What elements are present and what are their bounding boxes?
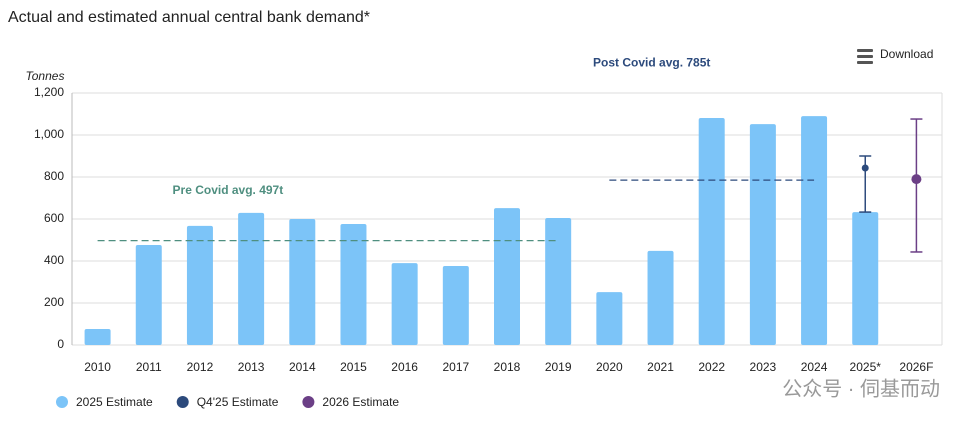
- menu-icon: [857, 55, 873, 58]
- bar: [186, 225, 213, 345]
- bar: [340, 224, 367, 345]
- bar: [494, 208, 520, 345]
- reference-label: Post Covid avg. 785t: [593, 55, 710, 69]
- download-label[interactable]: Download: [880, 47, 933, 61]
- bar: [545, 217, 572, 345]
- x-tick-label: 2019: [545, 360, 572, 374]
- legend-label: 2026 Estimate: [322, 395, 399, 409]
- y-tick-label: 800: [44, 169, 64, 183]
- menu-icon: [857, 61, 873, 64]
- chart-title: Actual and estimated annual central bank…: [8, 9, 370, 26]
- legend-marker: [176, 396, 189, 408]
- download-button[interactable]: Download: [857, 47, 933, 64]
- bar: [852, 212, 879, 345]
- point: [861, 164, 869, 172]
- x-tick-label: 2013: [238, 360, 265, 374]
- bar: [84, 329, 111, 345]
- x-tick-label: 2021: [647, 360, 674, 374]
- x-tick-label: 2026F: [899, 360, 933, 374]
- x-tick-label: 2012: [187, 360, 214, 374]
- point: [911, 174, 922, 185]
- x-tick-label: 2016: [391, 360, 418, 374]
- bar: [238, 212, 265, 345]
- y-tick-label: 600: [44, 211, 64, 225]
- bar: [698, 117, 725, 346]
- y-tick-label: 1,200: [34, 85, 64, 99]
- watermark: 公众号 · 伺基而动: [782, 377, 940, 400]
- bar: [135, 245, 162, 345]
- bar: [647, 250, 674, 345]
- x-tick-label: 2015: [340, 360, 367, 374]
- bar: [289, 219, 316, 345]
- legend-marker: [302, 396, 315, 408]
- x-tick-label: 2024: [801, 360, 828, 374]
- x-tick-label: 2014: [289, 360, 316, 374]
- x-tick-label: 2020: [596, 360, 623, 374]
- menu-icon: [857, 49, 873, 52]
- bar: [596, 292, 623, 345]
- y-tick-label: 400: [44, 253, 64, 267]
- y-axis-title: Tonnes: [26, 69, 65, 83]
- bar: [442, 266, 469, 345]
- x-tick-label: 2011: [136, 360, 162, 374]
- y-tick-label: 1,000: [34, 127, 64, 141]
- reference-label: Pre Covid avg. 497t: [173, 183, 284, 197]
- x-tick-label: 2017: [442, 360, 469, 374]
- y-tick-label: 200: [44, 295, 64, 309]
- legend-label: Q4'25 Estimate: [197, 395, 279, 409]
- legend-label: 2025 Estimate: [76, 395, 153, 409]
- x-tick-label: 2018: [494, 360, 521, 374]
- bar: [801, 116, 828, 345]
- y-tick-label: 0: [57, 337, 64, 351]
- bar: [391, 263, 418, 345]
- x-tick-label: 2022: [698, 360, 725, 374]
- x-tick-label: 2010: [84, 360, 111, 374]
- x-tick-label: 2025*: [850, 360, 882, 374]
- x-tick-label: 2023: [750, 360, 777, 374]
- bar: [749, 124, 776, 345]
- legend-marker: [56, 396, 68, 408]
